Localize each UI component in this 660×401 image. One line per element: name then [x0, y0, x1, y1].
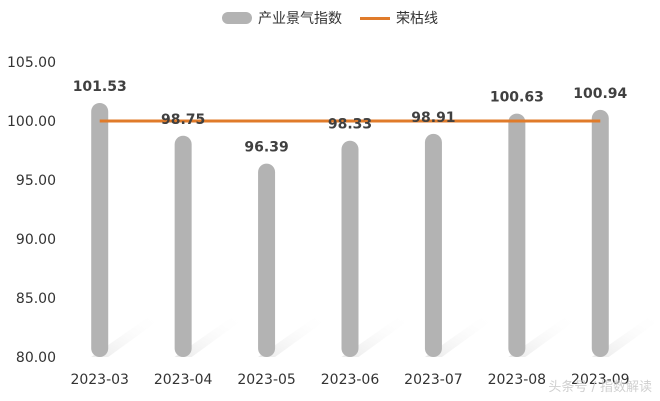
- bar-shadow: [508, 317, 581, 357]
- y-tick-label: 100.00: [7, 114, 56, 130]
- x-axis-labels: 2023-03 2023-04 2023-05 2023-06 2023-07 2023-…: [70, 372, 629, 388]
- legend-item-line: 荣枯线: [360, 8, 438, 28]
- bar-shadow: [341, 317, 414, 357]
- y-tick-label: 90.00: [16, 232, 56, 248]
- bar-shadow: [424, 317, 497, 357]
- bar: [424, 133, 442, 357]
- x-tick-label: 2023-06: [321, 372, 380, 388]
- legend-swatch-line: [360, 16, 390, 20]
- y-tick-label: 105.00: [7, 55, 56, 71]
- x-tick-label: 2023-05: [237, 372, 296, 388]
- legend: 产业景气指数 荣枯线: [0, 8, 660, 28]
- x-tick-label: 2023-04: [154, 372, 213, 388]
- y-tick-label: 95.00: [16, 173, 56, 189]
- y-axis-labels: 80.00 85.00 90.00 95.00 100.00 105.00: [7, 55, 56, 366]
- x-tick-label: 2023-08: [488, 372, 547, 388]
- y-tick-label: 85.00: [16, 291, 56, 307]
- legend-swatch-bar: [222, 12, 252, 24]
- bar-shadow: [91, 317, 164, 357]
- data-labels: 101.53 98.75 96.39 98.33 98.91 100.63 100.94: [73, 79, 628, 156]
- bar: [591, 109, 609, 358]
- x-tick-label: 2023-07: [404, 372, 463, 388]
- y-tick-label: 80.00: [16, 350, 56, 366]
- legend-item-bar: 产业景气指数: [222, 8, 342, 28]
- bar-shadow: [258, 317, 331, 357]
- bar: [174, 135, 192, 357]
- bar: [91, 102, 109, 357]
- bar-shadow: [174, 317, 247, 357]
- data-label: 100.94: [573, 86, 627, 102]
- data-label: 98.33: [328, 117, 372, 133]
- bar: [508, 113, 526, 357]
- bar: [341, 140, 359, 357]
- bar: [258, 163, 276, 357]
- data-label: 100.63: [490, 90, 544, 106]
- bar-shadow: [591, 317, 660, 357]
- data-label: 101.53: [73, 79, 127, 95]
- legend-label-line: 荣枯线: [396, 11, 438, 27]
- data-label: 96.39: [244, 140, 288, 156]
- bar-shadows: [91, 317, 660, 357]
- x-tick-label: 2023-03: [70, 372, 129, 388]
- watermark: 头条号 / 指数解读: [548, 380, 652, 395]
- x-tick-label: 2023-09: [571, 372, 630, 388]
- data-label: 98.91: [411, 110, 455, 126]
- data-label: 98.75: [161, 112, 205, 128]
- bars: [91, 102, 609, 358]
- legend-label-bar: 产业景气指数: [258, 11, 342, 27]
